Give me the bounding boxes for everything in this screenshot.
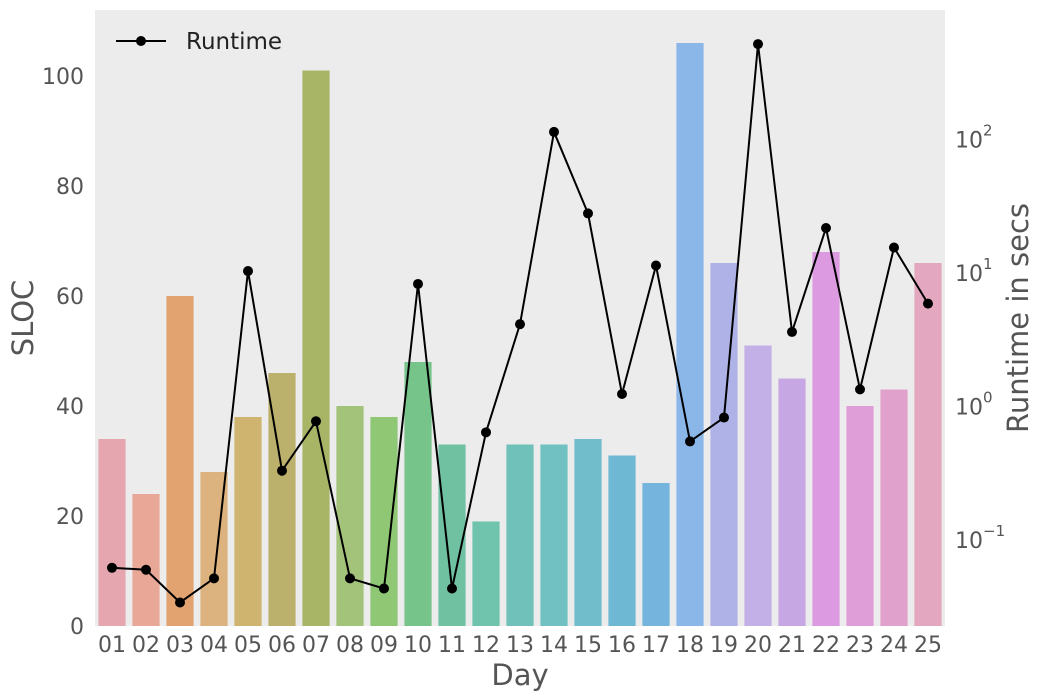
runtime-point-day-20: [753, 39, 763, 50]
x-tick-label: 18: [676, 633, 704, 658]
runtime-point-day-17: [651, 260, 661, 271]
bar-day-12: [472, 521, 500, 626]
left-y-tick-label: 40: [56, 395, 84, 420]
legend-label-runtime: Runtime: [186, 29, 282, 55]
x-tick-label: 24: [880, 633, 908, 658]
runtime-point-day-15: [583, 208, 593, 219]
x-tick-label: 06: [268, 633, 296, 658]
legend-marker-icon: [136, 36, 146, 46]
runtime-point-day-19: [719, 412, 729, 423]
runtime-point-day-08: [345, 573, 355, 584]
runtime-point-day-13: [515, 319, 525, 330]
runtime-point-day-02: [141, 564, 151, 575]
x-tick-label: 19: [710, 633, 738, 658]
left-axis-title: SLOC: [6, 280, 40, 357]
right-y-tick-labels: 10−1 100 101 102: [955, 121, 1005, 554]
bar-day-03: [166, 296, 194, 626]
right-y-tick-label: 100: [955, 389, 993, 421]
bar-day-15: [574, 439, 602, 626]
bar-day-13: [506, 444, 534, 626]
right-y-tick-label: 10−1: [955, 522, 1005, 554]
x-tick-label: 14: [540, 633, 568, 658]
runtime-point-day-11: [447, 583, 457, 594]
runtime-point-day-24: [889, 242, 899, 253]
bar-day-22: [812, 252, 840, 626]
bar-day-17: [642, 483, 670, 626]
x-tick-label: 02: [132, 633, 160, 658]
runtime-point-day-10: [413, 278, 423, 289]
right-y-tick-label: 102: [955, 121, 993, 153]
x-tick-label: 22: [812, 633, 840, 658]
x-tick-label: 07: [302, 633, 330, 658]
bar-day-16: [608, 455, 636, 626]
bar-day-18: [676, 43, 704, 626]
x-tick-label: 04: [200, 633, 228, 658]
x-tick-label: 05: [234, 633, 262, 658]
runtime-point-day-16: [617, 389, 627, 400]
bar-day-09: [370, 417, 398, 626]
runtime-point-day-14: [549, 126, 559, 137]
x-tick-label: 01: [98, 633, 126, 658]
left-y-tick-label: 0: [70, 615, 84, 640]
bar-day-25: [914, 263, 942, 626]
x-tick-label: 17: [642, 633, 670, 658]
x-tick-label: 20: [744, 633, 772, 658]
bar-day-21: [778, 378, 806, 626]
x-tick-label: 09: [370, 633, 398, 658]
runtime-point-day-18: [685, 436, 695, 447]
x-tick-labels: 01 02 03 04 05 06 07 08 09 10 11 12 13 14 15 16 17 18 19 20…: [98, 633, 942, 658]
x-tick-label: 13: [506, 633, 534, 658]
x-tick-label: 08: [336, 633, 364, 658]
runtime-point-day-05: [243, 266, 253, 277]
bar-day-05: [234, 417, 262, 626]
runtime-point-day-09: [379, 583, 389, 594]
runtime-point-day-22: [821, 222, 831, 233]
x-tick-label: 25: [914, 633, 942, 658]
left-y-tick-label: 20: [56, 505, 84, 530]
bar-day-08: [336, 406, 364, 626]
bars: [98, 43, 942, 626]
runtime-series: [107, 39, 933, 608]
bar-day-20: [744, 345, 772, 626]
runtime-point-day-04: [209, 573, 219, 584]
legend: Runtime: [116, 29, 282, 55]
runtime-point-day-01: [107, 562, 117, 573]
left-y-tick-label: 80: [56, 175, 84, 200]
bar-day-24: [880, 389, 908, 626]
runtime-point-day-23: [855, 384, 865, 395]
bar-day-07: [302, 70, 330, 626]
x-tick-label: 16: [608, 633, 636, 658]
x-tick-label: 21: [778, 633, 806, 658]
runtime-point-day-21: [787, 326, 797, 337]
left-y-tick-label: 100: [42, 65, 84, 90]
bar-day-23: [846, 406, 874, 626]
x-tick-label: 23: [846, 633, 874, 658]
right-y-tick-label: 101: [955, 255, 993, 287]
x-tick-label: 15: [574, 633, 602, 658]
left-y-tick-label: 60: [56, 285, 84, 310]
bar-day-02: [132, 494, 160, 626]
runtime-point-day-12: [481, 427, 491, 438]
runtime-point-day-25: [923, 298, 933, 309]
x-tick-label: 11: [438, 633, 466, 658]
x-tick-label: 10: [404, 633, 432, 658]
runtime-point-day-06: [277, 465, 287, 476]
bar-day-01: [98, 439, 126, 626]
x-tick-label: 12: [472, 633, 500, 658]
x-tick-label: 03: [166, 633, 194, 658]
bar-day-11: [438, 444, 466, 626]
left-y-tick-labels: 0 20 40 60 80 100: [42, 65, 84, 640]
right-axis-title: Runtime in secs: [1001, 203, 1035, 433]
runtime-point-day-07: [311, 416, 321, 427]
runtime-point-day-03: [175, 597, 185, 608]
bar-day-14: [540, 444, 568, 626]
x-axis-title: Day: [491, 658, 548, 692]
bar-day-10: [404, 362, 432, 626]
